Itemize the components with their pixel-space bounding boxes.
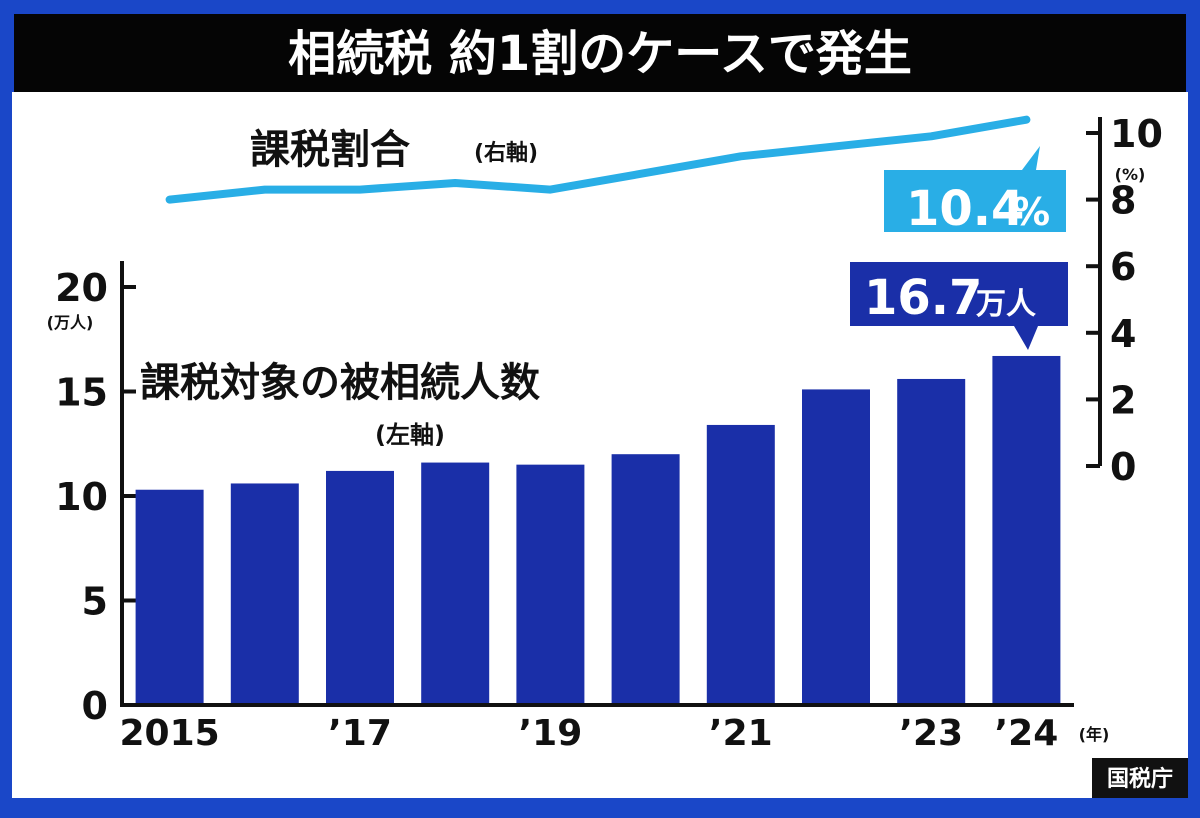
rate-point-2016 xyxy=(263,188,266,191)
rate-point-2022 xyxy=(835,145,837,148)
line-series xyxy=(165,115,1031,204)
right-axis-unit: (%) xyxy=(1115,165,1146,184)
right-axis-tick-label: 0 xyxy=(1110,445,1136,489)
bar-2024 xyxy=(992,355,1061,705)
x-tick-label: ’24 xyxy=(995,713,1059,754)
rate-point-2018 xyxy=(454,181,457,184)
rate-point-2021 xyxy=(739,155,742,158)
bar-series xyxy=(135,355,1061,705)
left-axis-tick-label: 15 xyxy=(55,371,108,415)
right-axis-tick-label: 6 xyxy=(1110,245,1136,289)
bar-2023 xyxy=(897,378,966,705)
bar-series-sublabel: (左軸) xyxy=(375,421,445,449)
left-axis-unit: (万人) xyxy=(47,313,94,332)
rate-point-2020 xyxy=(644,171,647,174)
left-axis-tick-label: 20 xyxy=(55,266,108,310)
rate-callout-box xyxy=(884,146,1066,232)
right-axis-tick-label: 2 xyxy=(1110,378,1136,422)
count-callout: 16.7 万人 xyxy=(850,262,1068,350)
source-label: 国税庁 xyxy=(1107,766,1173,792)
left-axis-tick-label: 0 xyxy=(82,684,108,728)
x-tick-label: ’23 xyxy=(899,713,963,754)
rate-point-2017 xyxy=(359,188,361,191)
bar-2017 xyxy=(326,470,394,705)
x-axis-unit: (年) xyxy=(1079,725,1110,744)
rate-point-2023 xyxy=(930,135,933,138)
x-axis: 2015 ’17 ’19 ’21 ’23 ’24 (年) xyxy=(119,703,1110,754)
left-axis: 0 5 10 15 20 (万人) xyxy=(47,261,136,728)
source-badge xyxy=(1092,758,1188,798)
line-series-sublabel: (右軸) xyxy=(474,140,538,166)
count-callout-box xyxy=(850,262,1068,350)
bar-2018 xyxy=(421,462,490,705)
count-callout-value: 16.7 xyxy=(864,270,982,326)
bar-2019 xyxy=(516,464,585,705)
rate-point-2019 xyxy=(549,188,552,191)
right-axis-tick-label: 8 xyxy=(1110,179,1136,223)
x-tick-label: ’21 xyxy=(709,713,773,754)
count-callout-unit: 万人 xyxy=(976,287,1036,322)
rate-callout: 10.4 % xyxy=(884,146,1066,237)
rate-point-2024 xyxy=(1025,118,1028,121)
right-axis-tick-label: 4 xyxy=(1110,312,1136,356)
bar-2015 xyxy=(135,489,204,705)
rate-point-2015 xyxy=(168,198,171,201)
header-title: 相続税 約1割のケースで発生 xyxy=(288,26,912,82)
x-tick-label: ’19 xyxy=(519,713,583,754)
right-axis: 0 2 4 6 8 10 (%) xyxy=(1086,112,1163,489)
rate-callout-value: 10.4 xyxy=(906,181,1024,237)
header-bar xyxy=(14,14,1186,92)
left-axis-tick-label: 5 xyxy=(82,580,108,624)
x-tick-label: 2015 xyxy=(119,713,219,754)
bar-series-label: 課税対象の被相続人数 xyxy=(140,360,540,406)
rate-line xyxy=(165,115,1031,204)
bar-2016 xyxy=(230,483,299,705)
bar-2022 xyxy=(802,389,870,705)
line-series-label: 課税割合 xyxy=(250,127,410,173)
bar-2020 xyxy=(611,454,680,705)
rate-callout-unit: % xyxy=(1012,190,1050,234)
bar-2021 xyxy=(706,424,775,705)
x-tick-label: ’17 xyxy=(328,713,392,754)
left-axis-tick-label: 10 xyxy=(55,475,108,519)
right-axis-tick-label: 10 xyxy=(1110,112,1163,156)
